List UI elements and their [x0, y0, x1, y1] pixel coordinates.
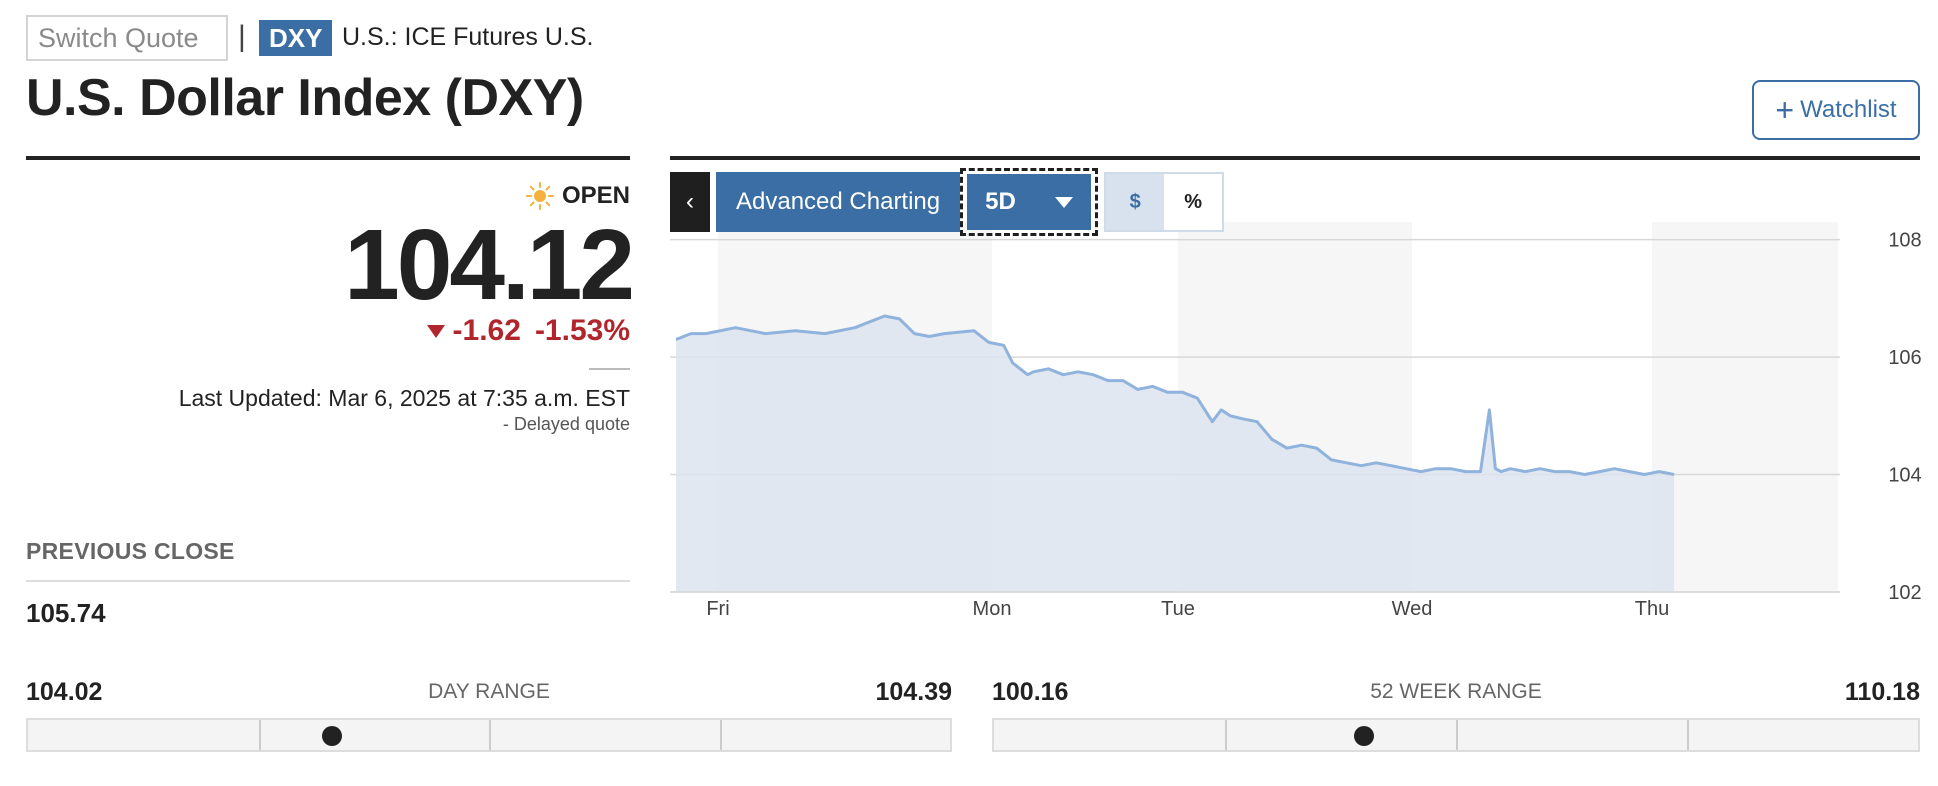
quote-divider — [26, 156, 630, 160]
exchange-label: U.S.: ICE Futures U.S. — [342, 23, 594, 51]
header-separator: | — [238, 20, 246, 53]
week52-range-low: 100.16 — [992, 678, 1069, 706]
y-tick-label: 106 — [1888, 347, 1921, 369]
y-tick-label: 108 — [1888, 230, 1921, 252]
plus-icon: + — [1775, 92, 1795, 128]
previous-close-label: PREVIOUS CLOSE — [26, 538, 235, 564]
range-tick — [1456, 720, 1458, 750]
watchlist-label: Watchlist — [1800, 96, 1897, 123]
price-change: -1.62 -1.53% — [426, 314, 630, 348]
change-percent: -1.53% — [534, 314, 630, 347]
market-status: OPEN — [525, 182, 630, 210]
week52-range: 100.16 52 WEEK RANGE 110.18 — [992, 678, 1920, 754]
sun-icon — [525, 182, 554, 210]
range-tick — [719, 720, 722, 750]
market-status-text: OPEN — [561, 182, 630, 209]
price-chart[interactable]: 108 106 104 102 Fri Mon Tue Wed Thu ‹ Advanced C… — [670, 160, 1938, 630]
change-value: -1.62 — [452, 314, 521, 347]
x-tick-label: Thu — [1635, 598, 1669, 620]
chevron-down-icon — [1055, 196, 1074, 208]
day-range-marker — [322, 726, 343, 746]
delayed-note: - Delayed quote — [502, 414, 630, 434]
week52-range-marker — [1353, 726, 1374, 746]
down-triangle-icon — [426, 324, 445, 338]
x-tick-label: Mon — [973, 598, 1012, 620]
chart-toolbar: ‹ Advanced Charting 5D $ % — [670, 168, 1225, 236]
week52-range-label: 52 WEEK RANGE — [1370, 680, 1542, 703]
range-tick — [258, 720, 261, 750]
range-tick — [1687, 720, 1689, 750]
time-range-value: 5D — [985, 188, 1016, 215]
ticker-badge: DXY — [259, 20, 333, 56]
range-tick — [489, 720, 491, 750]
previous-close-divider — [26, 580, 630, 582]
last-updated: Last Updated: Mar 6, 2025 at 7:35 a.m. E… — [178, 385, 630, 411]
last-price: 104.12 — [344, 209, 635, 321]
chart-divider — [670, 156, 1920, 160]
y-tick-label: 102 — [1888, 582, 1921, 604]
page-title: U.S. Dollar Index (DXY) — [26, 69, 584, 127]
collapse-chart-button[interactable]: ‹ — [670, 172, 710, 232]
price-area — [676, 316, 1675, 592]
unit-toggle[interactable]: $ % — [1104, 172, 1225, 232]
day-range-track — [26, 718, 952, 752]
chevron-left-icon: ‹ — [686, 188, 694, 215]
x-tick-label: Tue — [1161, 598, 1195, 620]
time-range-select[interactable]: 5D — [960, 168, 1099, 236]
session-band — [1652, 222, 1838, 592]
price-chart-svg: 108 106 104 102 Fri Mon Tue Wed Thu — [670, 222, 1922, 620]
x-tick-label: Fri — [706, 598, 729, 620]
week52-range-track — [992, 718, 1920, 752]
add-to-watchlist-button[interactable]: + Watchlist — [1752, 80, 1920, 140]
range-tick — [1225, 720, 1227, 750]
advanced-charting-button[interactable]: Advanced Charting — [716, 172, 961, 232]
previous-close-value: 105.74 — [26, 598, 106, 628]
y-tick-label: 104 — [1888, 465, 1921, 487]
price-line — [675, 314, 1675, 476]
week52-range-high: 110.18 — [1844, 678, 1920, 706]
unit-dollar-button[interactable]: $ — [1106, 174, 1165, 230]
x-tick-label: Wed — [1392, 598, 1433, 620]
unit-percent-button[interactable]: % — [1164, 174, 1223, 230]
price-rule — [589, 368, 630, 370]
day-range-label: DAY RANGE — [428, 680, 550, 703]
switch-quote-input[interactable]: Switch Quote — [26, 15, 228, 61]
day-range: 104.02 DAY RANGE 104.39 — [26, 678, 952, 754]
day-range-high: 104.39 — [875, 678, 952, 706]
day-range-low: 104.02 — [26, 678, 103, 706]
